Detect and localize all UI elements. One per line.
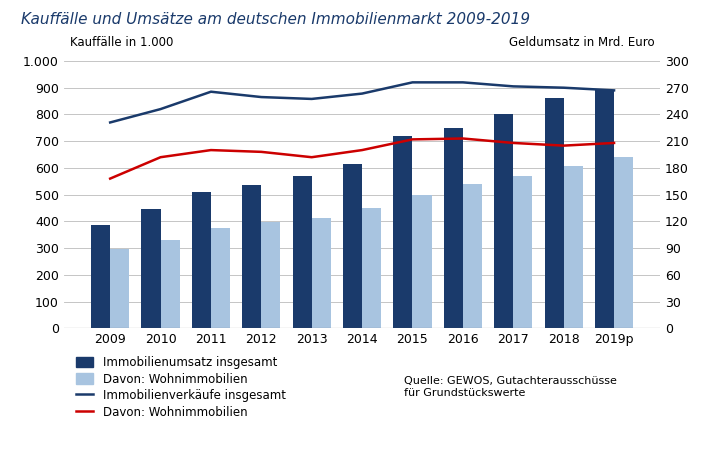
- Bar: [211, 228, 230, 328]
- Text: Geldumsatz in Mrd. Euro: Geldumsatz in Mrd. Euro: [508, 36, 655, 49]
- Bar: [160, 240, 180, 328]
- Bar: [463, 184, 482, 328]
- Bar: [141, 209, 160, 328]
- Bar: [343, 164, 362, 328]
- Bar: [513, 176, 532, 328]
- Bar: [564, 166, 583, 328]
- Bar: [595, 91, 614, 328]
- Bar: [242, 185, 261, 328]
- Bar: [393, 136, 413, 328]
- Legend: Immobilienumsatz insgesamt, Davon: Wohnimmobilien, Immobilienverkäufe insgesamt,: Immobilienumsatz insgesamt, Davon: Wohni…: [76, 356, 286, 419]
- Bar: [444, 128, 463, 328]
- Bar: [192, 192, 211, 328]
- Text: Kauffälle und Umsätze am deutschen Immobilienmarkt 2009-2019: Kauffälle und Umsätze am deutschen Immob…: [21, 12, 530, 27]
- Bar: [91, 226, 110, 328]
- Bar: [261, 222, 280, 328]
- Bar: [413, 195, 432, 328]
- Bar: [614, 157, 633, 328]
- Bar: [362, 208, 381, 328]
- Bar: [545, 98, 564, 328]
- Text: Quelle: GEWOS, Gutachterausschüsse
für Grundstückswerte: Quelle: GEWOS, Gutachterausschüsse für G…: [404, 377, 617, 398]
- Bar: [494, 114, 513, 328]
- Bar: [312, 218, 331, 328]
- Text: Kauffälle in 1.000: Kauffälle in 1.000: [70, 36, 173, 49]
- Bar: [293, 176, 312, 328]
- Bar: [110, 250, 129, 328]
